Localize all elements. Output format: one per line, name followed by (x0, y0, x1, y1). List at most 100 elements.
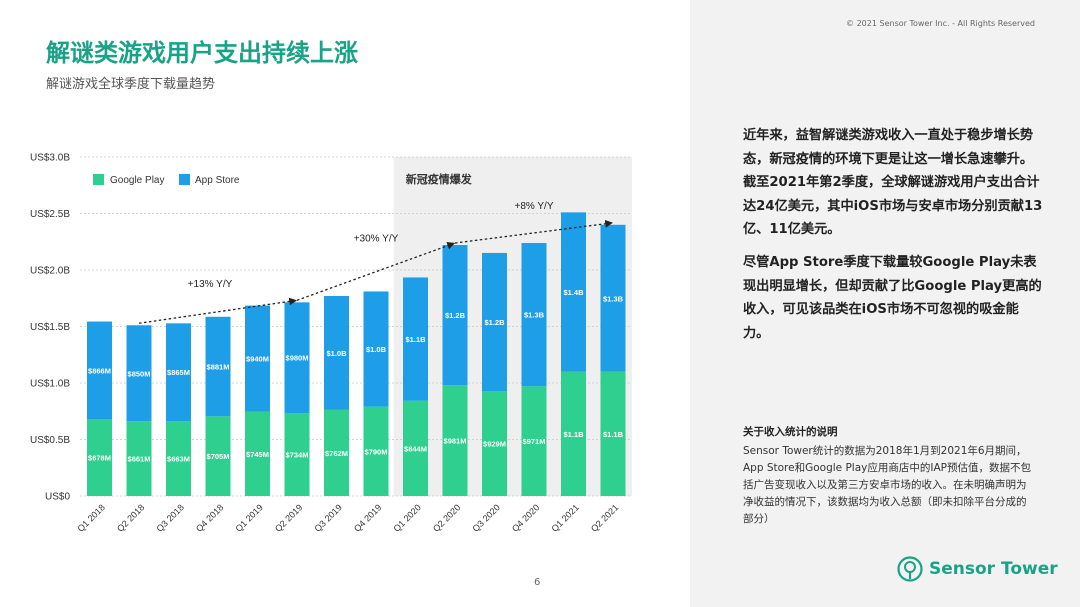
data-label-google-play: $745M (246, 450, 269, 459)
sensor-tower-logo-icon (897, 556, 923, 582)
bar-google-play (600, 371, 626, 496)
legend-label-app-store: App Store (195, 175, 240, 186)
x-tick-label: Q2 2020 (431, 502, 462, 533)
x-tick-label: Q4 2020 (510, 502, 541, 533)
data-label-google-play: $734M (286, 451, 309, 460)
data-label-app-store: $881M (207, 363, 230, 372)
trend-label: +8% Y/Y (514, 201, 553, 212)
page-title: 解谜类游戏用户支出持续上涨 (46, 39, 358, 67)
bar-app-store (521, 242, 547, 387)
data-label-google-play: $661M (128, 455, 151, 464)
x-tick-label: Q2 2021 (589, 502, 620, 533)
bar-google-play (87, 419, 112, 496)
data-label-google-play: $1.1B (563, 430, 584, 439)
legend-swatch-google-play (93, 174, 104, 185)
bar-google-play (363, 406, 389, 496)
bar-app-store (166, 323, 191, 422)
logo-text: Sensor Tower (929, 559, 1058, 579)
y-tick-label: US$2.0B (30, 266, 70, 277)
data-label-app-store: $850M (128, 369, 151, 378)
x-tick-label: Q1 2020 (391, 502, 422, 533)
data-label-app-store: $940M (246, 355, 269, 364)
x-tick-label: Q1 2019 (233, 502, 264, 533)
data-label-google-play: $678M (88, 454, 111, 463)
data-label-google-play: $790M (365, 447, 388, 456)
x-tick-label: Q1 2018 (75, 502, 106, 533)
data-label-app-store: $980M (286, 354, 309, 363)
bar-app-store (87, 321, 112, 420)
bar-google-play (205, 416, 231, 496)
bar-app-store (363, 291, 389, 407)
bar-app-store (482, 252, 507, 392)
data-label-google-play: $971M (523, 437, 546, 446)
bar-google-play (442, 385, 468, 496)
bar-app-store (324, 295, 349, 410)
bar-google-play (284, 413, 310, 496)
trend-arrow (296, 242, 456, 301)
data-label-app-store: $1.0B (326, 349, 347, 358)
bar-app-store (600, 224, 626, 372)
data-label-google-play: $705M (207, 452, 230, 461)
x-tick-label: Q4 2018 (194, 502, 225, 533)
data-label-app-store: $1.2B (445, 311, 466, 320)
trend-arrow (138, 297, 298, 324)
data-label-app-store: $1.3B (603, 294, 624, 303)
revenue-bar-chart: 新冠疫情爆发 US$0 US$0.5B US$1.0B US$1.5B US$2.0B US… (30, 153, 632, 534)
y-tick-label: US$0 (45, 492, 70, 503)
y-tick-label: US$1.0B (30, 379, 70, 390)
summary-paragraph-2: 尽管App Store季度下载量较Google Play未表现出明显增长，但却贡… (743, 255, 1042, 341)
data-label-google-play: $844M (404, 444, 427, 453)
legend-swatch-app-store (179, 174, 190, 185)
data-label-google-play: $981M (444, 437, 467, 446)
bar-google-play (166, 421, 191, 496)
data-label-app-store: $1.0B (366, 345, 387, 354)
bar-google-play (482, 391, 507, 496)
x-tick-label: Q1 2021 (549, 502, 580, 533)
bar-google-play (126, 421, 152, 496)
y-tick-label: US$2.5B (30, 209, 70, 220)
x-tick-label: Q3 2019 (312, 502, 343, 533)
data-label-app-store: $1.2B (484, 318, 505, 327)
x-tick-label: Q3 2020 (470, 502, 501, 533)
bar-google-play (521, 386, 547, 496)
data-label-app-store: $1.1B (405, 335, 426, 344)
data-label-google-play: $762M (325, 449, 348, 458)
bar-google-play (324, 409, 349, 496)
sensor-tower-logo: Sensor Tower (897, 556, 1058, 582)
bar-app-store (442, 245, 468, 386)
bar-app-store (561, 212, 586, 372)
covid-band-label: 新冠疫情爆发 (406, 172, 473, 186)
x-tick-label: Q3 2018 (154, 502, 185, 533)
data-label-google-play: $663M (167, 455, 190, 464)
bar-app-store (403, 277, 428, 401)
bar-app-store (126, 325, 152, 422)
data-label-google-play: $1.1B (603, 430, 624, 439)
right-panel (690, 0, 1080, 607)
x-tick-label: Q2 2018 (115, 502, 146, 533)
revenue-note-body: Sensor Tower统计的数据为2018年1月到2021年6月期间，App … (743, 445, 1031, 525)
y-tick-label: US$3.0B (30, 153, 70, 164)
bar-google-play (403, 400, 428, 496)
data-label-app-store: $1.3B (524, 311, 545, 320)
data-label-app-store: $865M (167, 368, 190, 377)
trend-label: +30% Y/Y (354, 234, 399, 245)
y-tick-label: US$1.5B (30, 322, 70, 333)
bar-google-play (561, 371, 586, 496)
y-tick-label: US$0.5B (30, 435, 70, 446)
x-tick-label: Q2 2019 (273, 502, 304, 533)
summary-paragraph-1: 近年来，益智解谜类游戏收入一直处于稳步增长势态，新冠疫情的环境下更是让这一增长急… (743, 128, 1043, 237)
revenue-note-title: 关于收入统计的说明 (743, 426, 838, 438)
trend-arrow (454, 219, 614, 244)
data-label-google-play: $929M (483, 440, 506, 449)
page-subtitle: 解谜游戏全球季度下载量趋势 (46, 77, 216, 92)
bar-app-store (284, 302, 310, 414)
bar-app-store (205, 316, 231, 417)
data-label-app-store: $1.4B (563, 288, 584, 297)
bar-google-play (245, 411, 270, 496)
legend-label-google-play: Google Play (110, 175, 164, 186)
bar-app-store (245, 305, 270, 412)
copyright: © 2021 Sensor Tower Inc. - All Rights Re… (846, 19, 1035, 28)
data-label-app-store: $866M (88, 366, 111, 375)
x-tick-label: Q4 2019 (352, 502, 383, 533)
trend-label: +13% Y/Y (188, 279, 233, 290)
